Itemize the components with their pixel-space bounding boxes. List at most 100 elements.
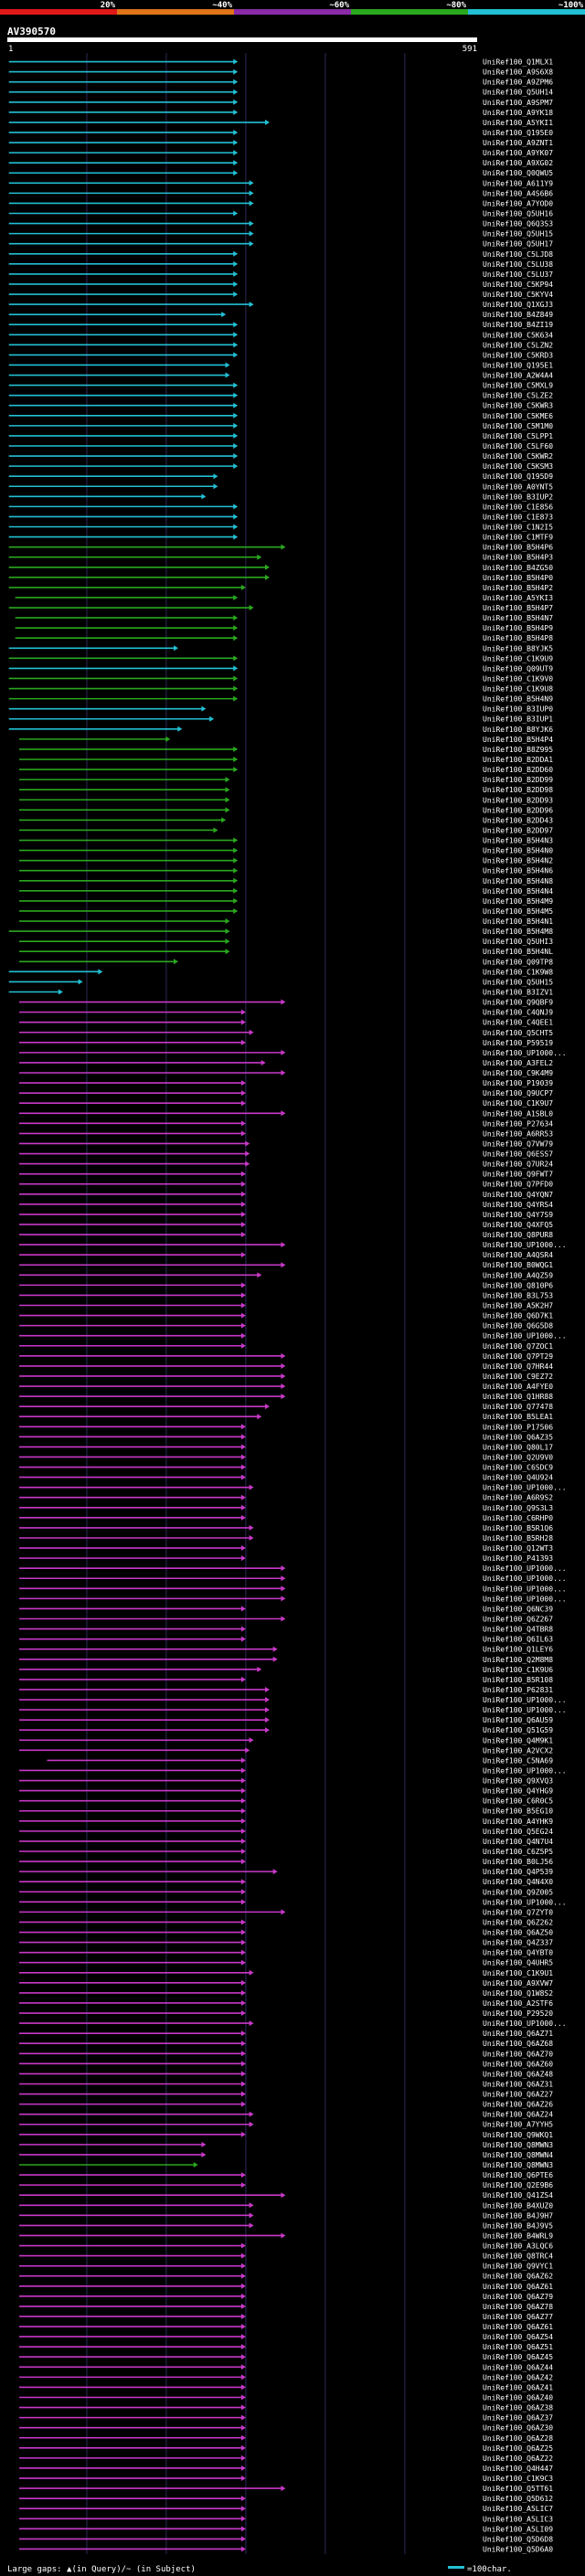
- hit-label[interactable]: UniRef100_Q7UR24: [483, 1161, 553, 1169]
- hit-label[interactable]: UniRef100_UP1000...: [483, 1574, 567, 1583]
- hit-label[interactable]: UniRef100_B5H4N1: [483, 917, 553, 926]
- hit-label[interactable]: UniRef100_B3IUP2: [483, 493, 553, 501]
- hit-label[interactable]: UniRef100_Q09TP8: [483, 958, 553, 966]
- hit-label[interactable]: UniRef100_Q4H447: [483, 2465, 553, 2473]
- hit-label[interactable]: UniRef100_A4FYE0: [483, 1383, 553, 1391]
- hit-label[interactable]: UniRef100_Q6AZ35: [483, 1433, 553, 1441]
- hit-label[interactable]: UniRef100_Q6AZ62: [483, 2273, 553, 2281]
- hit-label[interactable]: UniRef100_B5H4M5: [483, 907, 553, 916]
- hit-label[interactable]: UniRef100_UP1000...: [483, 1898, 567, 1906]
- hit-label[interactable]: UniRef100_C5LU38: [483, 260, 553, 269]
- hit-label[interactable]: UniRef100_C5KWR3: [483, 402, 553, 410]
- hit-label[interactable]: UniRef100_UP1000...: [483, 1696, 567, 1704]
- hit-label[interactable]: UniRef100_C1N2I5: [483, 524, 553, 532]
- hit-label[interactable]: UniRef100_A9S6X8: [483, 69, 553, 77]
- hit-label[interactable]: UniRef100_A2W4A4: [483, 372, 553, 380]
- hit-label[interactable]: UniRef100_Q80L17: [483, 1443, 553, 1451]
- hit-label[interactable]: UniRef100_Q4YBT0: [483, 1949, 553, 1957]
- hit-label[interactable]: UniRef100_Q6AU59: [483, 1716, 553, 1724]
- hit-label[interactable]: UniRef100_Q1MLX1: [483, 58, 553, 67]
- hit-label[interactable]: UniRef100_C5KRD3: [483, 351, 553, 359]
- hit-label[interactable]: UniRef100_Q4YRS4: [483, 1201, 553, 1209]
- hit-label[interactable]: UniRef100_B2DD43: [483, 816, 553, 824]
- hit-label[interactable]: UniRef100_C1E873: [483, 513, 553, 521]
- hit-label[interactable]: UniRef100_C1K9W8: [483, 968, 553, 976]
- hit-label[interactable]: UniRef100_C5LJD8: [483, 250, 553, 259]
- hit-label[interactable]: UniRef100_Q4TBR8: [483, 1626, 553, 1634]
- hit-label[interactable]: UniRef100_Q5UH17: [483, 240, 553, 249]
- hit-label[interactable]: UniRef100_Q6AZ60: [483, 2060, 553, 2068]
- hit-label[interactable]: UniRef100_A4QSR4: [483, 1251, 553, 1259]
- hit-label[interactable]: UniRef100_C5LPP1: [483, 432, 553, 440]
- hit-label[interactable]: UniRef100_Q4YQN7: [483, 1191, 553, 1199]
- hit-label[interactable]: UniRef100_Q4M9K1: [483, 1736, 553, 1744]
- hit-label[interactable]: UniRef100_B5H4N8: [483, 877, 553, 885]
- hit-label[interactable]: UniRef100_C5KP94: [483, 281, 553, 289]
- hit-label[interactable]: UniRef100_A4S6B6: [483, 189, 553, 197]
- hit-label[interactable]: UniRef100_Q9VYC1: [483, 2263, 553, 2271]
- hit-label[interactable]: UniRef100_Q5UHI3: [483, 938, 553, 946]
- hit-label[interactable]: UniRef100_Q6AZ31: [483, 2080, 553, 2088]
- hit-label[interactable]: UniRef100_Q195E0: [483, 129, 553, 137]
- hit-label[interactable]: UniRef100_B4ZI19: [483, 321, 553, 329]
- hit-label[interactable]: UniRef100_P41393: [483, 1554, 553, 1563]
- hit-label[interactable]: UniRef100_P59519: [483, 1039, 553, 1047]
- hit-label[interactable]: UniRef100_Q6AZ61: [483, 2323, 553, 2331]
- hit-label[interactable]: UniRef100_C9K4M9: [483, 1069, 553, 1077]
- hit-label[interactable]: UniRef100_A4QZ59: [483, 1271, 553, 1279]
- hit-label[interactable]: UniRef100_A5LIC7: [483, 2505, 553, 2513]
- hit-label[interactable]: UniRef100_A9ZPM6: [483, 79, 553, 87]
- hit-label[interactable]: UniRef100_Q195D9: [483, 472, 553, 481]
- hit-label[interactable]: UniRef100_B5H4N2: [483, 857, 553, 865]
- hit-label[interactable]: UniRef100_B2DD98: [483, 786, 553, 794]
- hit-label[interactable]: UniRef100_Q6Q3S3: [483, 220, 553, 228]
- hit-label[interactable]: UniRef100_UP1000...: [483, 1564, 567, 1573]
- hit-label[interactable]: UniRef100_Q6PTE6: [483, 2171, 553, 2179]
- hit-label[interactable]: UniRef100_B2DDA1: [483, 756, 553, 764]
- hit-label[interactable]: UniRef100_A1SBL0: [483, 1109, 553, 1118]
- hit-label[interactable]: UniRef100_UP1000...: [483, 1484, 567, 1492]
- hit-label[interactable]: UniRef100_Q9UCP7: [483, 1089, 553, 1097]
- hit-label[interactable]: UniRef100_C5KYV4: [483, 291, 553, 299]
- hit-label[interactable]: UniRef100_Q6AZ54: [483, 2333, 553, 2341]
- hit-label[interactable]: UniRef100_B8Z995: [483, 746, 553, 754]
- hit-label[interactable]: UniRef100_Q6ESS7: [483, 1150, 553, 1159]
- hit-label[interactable]: UniRef100_B5H4N7: [483, 614, 553, 622]
- hit-label[interactable]: UniRef100_Q6AZ68: [483, 2040, 553, 2048]
- hit-label[interactable]: UniRef100_A0YNT5: [483, 482, 553, 491]
- hit-label[interactable]: UniRef100_Q5TT61: [483, 2485, 553, 2493]
- hit-label[interactable]: UniRef100_Q5UH14: [483, 89, 553, 97]
- hit-label[interactable]: UniRef100_Q7VW79: [483, 1140, 553, 1148]
- hit-label[interactable]: UniRef100_Q2M8M8: [483, 1656, 553, 1664]
- hit-label[interactable]: UniRef100_B5H4P8: [483, 634, 553, 642]
- hit-label[interactable]: UniRef100_A9YK07: [483, 149, 553, 157]
- hit-label[interactable]: UniRef100_Q9FWT7: [483, 1171, 553, 1179]
- hit-label[interactable]: UniRef100_C9EZ72: [483, 1373, 553, 1381]
- hit-label[interactable]: UniRef100_C5NA69: [483, 1756, 553, 1765]
- hit-label[interactable]: UniRef100_A9YK18: [483, 109, 553, 117]
- hit-label[interactable]: UniRef100_B5H4N3: [483, 837, 553, 845]
- hit-label[interactable]: UniRef100_Q4P539: [483, 1868, 553, 1876]
- hit-label[interactable]: UniRef100_C6Z5P5: [483, 1848, 553, 1856]
- hit-label[interactable]: UniRef100_A7YYH5: [483, 2121, 553, 2129]
- hit-label[interactable]: UniRef100_Q6AZ26: [483, 2101, 553, 2109]
- hit-label[interactable]: UniRef100_Q5EG24: [483, 1828, 553, 1836]
- hit-label[interactable]: UniRef100_Q0QWU5: [483, 169, 553, 177]
- hit-label[interactable]: UniRef100_Q77478: [483, 1403, 553, 1411]
- hit-label[interactable]: UniRef100_C1K9U8: [483, 685, 553, 694]
- hit-label[interactable]: UniRef100_Q8PUR8: [483, 1231, 553, 1239]
- hit-label[interactable]: UniRef100_C5KWR2: [483, 452, 553, 461]
- hit-label[interactable]: UniRef100_Q6AZ27: [483, 2091, 553, 2099]
- hit-label[interactable]: UniRef100_UP1000...: [483, 1241, 567, 1249]
- hit-label[interactable]: UniRef100_A5YKI3: [483, 594, 553, 602]
- hit-label[interactable]: UniRef100_Q810P6: [483, 1281, 553, 1289]
- hit-label[interactable]: UniRef100_Q6AZ30: [483, 2424, 553, 2433]
- hit-label[interactable]: UniRef100_Q51G59: [483, 1726, 553, 1734]
- hit-label[interactable]: UniRef100_Q6AZ25: [483, 2444, 553, 2453]
- hit-label[interactable]: UniRef100_C1MTF9: [483, 534, 553, 542]
- hit-label[interactable]: UniRef100_Q4Y7S9: [483, 1211, 553, 1219]
- hit-label[interactable]: UniRef100_A5LIC3: [483, 2515, 553, 2523]
- hit-label[interactable]: UniRef100_Q4N7U4: [483, 1838, 553, 1846]
- hit-label[interactable]: UniRef100_UP1000...: [483, 1585, 567, 1593]
- hit-label[interactable]: UniRef100_C5M1M0: [483, 422, 553, 430]
